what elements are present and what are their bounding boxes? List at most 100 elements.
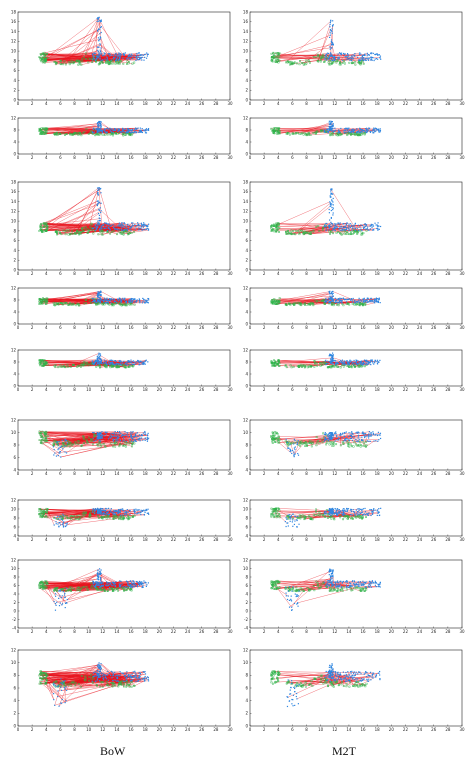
point-b [147,128,150,130]
point-b [353,225,355,227]
point-b [94,301,96,303]
point-b [348,363,350,365]
point-b [98,121,100,123]
point-b [356,132,358,134]
point-b [361,360,363,362]
x-tick-label: 14 [114,271,120,276]
point-b [108,298,110,300]
point-b [332,292,334,294]
point-b [330,222,333,225]
plot-frame [17,181,231,271]
point-b [117,128,120,130]
point-a [68,132,71,135]
point-b [359,58,361,61]
point-b [56,441,58,443]
point-b [138,362,140,364]
x-tick-label: 24 [417,387,423,392]
point-a [56,131,59,134]
point-b [96,437,98,440]
x-tick-label: 30 [459,101,465,106]
point-b [109,300,111,302]
point-b [148,129,150,131]
match-line [56,223,125,235]
point-b [99,49,101,51]
point-a [291,61,293,64]
point-b [328,212,330,214]
point-b [115,438,117,440]
point-b [131,432,133,434]
point-b [341,227,344,229]
point-b [103,359,106,361]
y-tick-label: 6 [13,238,16,243]
y-tick-label: 16 [11,19,17,24]
point-b [62,448,64,450]
point-b [108,52,110,55]
x-tick-label: 22 [171,387,177,392]
point-a [59,231,61,234]
point-b [377,225,380,227]
x-tick-label: 28 [213,101,219,106]
point-b [329,205,331,207]
point-a [309,134,312,136]
point-a [270,227,273,230]
point-b [347,57,349,59]
x-tick-label: 16 [361,387,367,392]
point-b [107,128,110,130]
point-b [56,442,58,444]
x-tick-label: 10 [86,325,92,330]
point-a [62,229,65,232]
point-b [117,59,120,61]
point-a [100,443,103,446]
point-a [327,366,330,369]
point-a [123,441,126,444]
point-a [321,364,324,366]
y-tick-label: 18 [11,9,17,14]
point-b [98,131,100,133]
point-b [135,57,138,59]
point-b [362,363,364,365]
point-a [289,231,292,234]
y-tick-label: 12 [11,209,17,214]
point-b [114,299,116,301]
point-b [330,225,332,228]
point-b [329,32,331,34]
point-b [374,127,377,129]
point-a [82,363,85,366]
point-a [63,364,65,367]
point-a [111,62,114,65]
point-b [330,196,332,198]
point-b [346,56,349,58]
point-a [339,62,342,65]
point-a [67,233,70,236]
point-b [144,430,146,433]
y-tick-label: 18 [11,179,17,184]
point-b [53,454,55,456]
point-a [45,440,48,442]
x-tick-label: 4 [277,271,280,276]
point-a [349,365,352,368]
point-b [106,431,108,433]
point-b [370,53,372,55]
point-a [39,431,42,434]
point-b [131,54,133,56]
point-b [350,298,353,300]
point-b [328,208,330,211]
point-b [354,302,356,304]
point-b [365,127,368,129]
point-b [331,199,333,201]
point-b [329,201,331,203]
point-b [119,440,121,442]
point-a [91,61,94,64]
point-b [97,18,99,21]
point-b [352,130,354,132]
point-b [345,298,347,301]
point-b [136,432,139,434]
point-b [366,226,369,228]
point-b [365,361,367,363]
point-b [342,52,345,55]
point-a [345,303,348,305]
point-b [373,132,375,134]
point-a [277,439,280,441]
point-b [358,54,360,56]
point-b [110,359,112,362]
